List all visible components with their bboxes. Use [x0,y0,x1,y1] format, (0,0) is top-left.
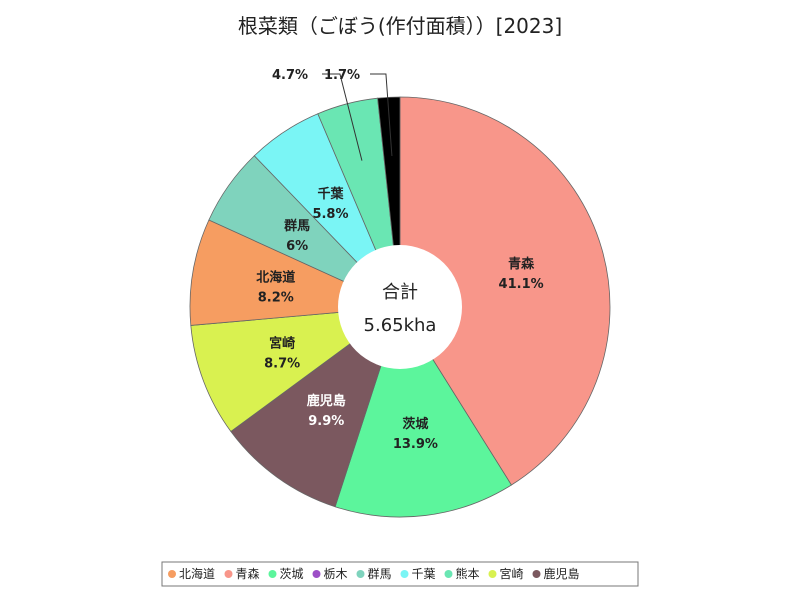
slice-name-label: 茨城 [402,416,428,432]
slice-value-label: 5.8% [312,207,348,222]
slice-name-label: 宮崎 [269,336,295,352]
legend-label: 千葉 [412,567,436,581]
legend-label: 茨城 [280,567,304,581]
slice-name-label: 群馬 [284,218,310,234]
slice-value-label: 8.2% [258,291,294,306]
slice-2 [230,305,401,508]
leader-line [322,73,363,161]
center-hole [338,245,462,369]
legend-marker [532,570,541,578]
legend-label: 栃木 [324,567,348,581]
legend-label: 宮崎 [500,566,524,581]
legend-label: 北海道 [179,566,215,581]
legend-marker [400,570,409,578]
slice-name-label: 千葉 [317,186,344,202]
legend-marker [356,570,365,578]
slice-value-label: 6% [286,239,308,254]
slice-1 [334,306,512,518]
slice-name-label: 北海道 [256,270,295,286]
legend: 北海道 青森 茨城 栃木 群馬 千葉 熊本 宮崎 鹿児島 [161,561,639,587]
legend-marker [168,570,176,578]
legend-label: 青森 [236,566,260,581]
slice-value-label: 9.9% [308,414,344,429]
labels-group: 青森 41.1% 茨城 13.9% 鹿児島 9.9% 宮崎 8.7% 北海道 8.2% 群馬 6% 千葉… [256,68,543,452]
legend-marker [224,570,233,578]
legend-marker [488,570,497,578]
slice-value-label: 8.7% [264,357,300,372]
slice-value-label: 41.1% [499,277,544,292]
legend-label: 熊本 [456,566,480,581]
legend-marker [268,570,277,578]
slice-value-label: 13.9% [393,437,438,452]
legend-label: 群馬 [368,567,392,581]
slice-name-label: 青森 [508,256,535,272]
leader-line [370,73,393,157]
legend-box [161,561,639,587]
chart-title: 根菜類（ごぼう(作付面積））[2023] [238,14,562,38]
slice-value-label: 4.7% [272,68,308,83]
legend-label: 鹿児島 [544,566,580,581]
center-label: 合計 [382,282,418,303]
slice-value-label: 1.7% [324,68,360,83]
center-value: 5.65kha [364,315,437,336]
legend-marker [444,570,453,578]
slice-name-label: 鹿児島 [307,393,346,409]
slice-0 [399,96,611,486]
legend-marker [312,570,321,578]
